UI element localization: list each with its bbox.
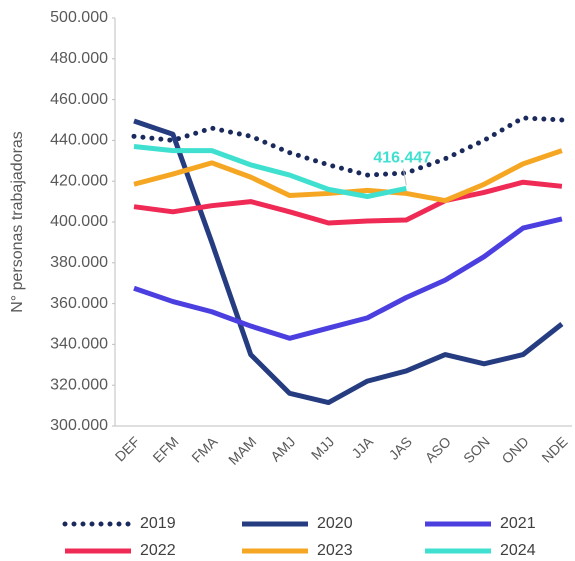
legend-label: 2024 xyxy=(500,542,536,559)
y-tick-label: 400.000 xyxy=(50,213,108,230)
line-series xyxy=(133,144,407,199)
x-tick-label: MAM xyxy=(225,433,259,467)
y-axis-label: N° personas trabajadoras xyxy=(9,131,26,313)
x-tick-label: JJA xyxy=(348,433,376,461)
y-tick-label: 500.000 xyxy=(50,9,108,26)
y-tick-label: 320.000 xyxy=(50,376,108,393)
x-tick-label: AMJ xyxy=(267,433,298,464)
y-tick-label: 460.000 xyxy=(50,91,108,108)
line-series xyxy=(131,115,565,178)
x-tick-label: FMA xyxy=(188,433,221,466)
x-tick-label: OND xyxy=(498,433,531,466)
x-tick-label: ASO xyxy=(422,433,454,465)
y-tick-label: 380.000 xyxy=(50,254,108,271)
legend-label: 2019 xyxy=(140,515,176,532)
legend-label: 2023 xyxy=(317,542,353,559)
x-tick-label: EFM xyxy=(149,433,181,465)
legend-label: 2021 xyxy=(500,515,536,532)
line-series xyxy=(133,179,563,226)
y-tick-label: 340.000 xyxy=(50,336,108,353)
x-tick-label: NDE xyxy=(538,433,570,465)
y-tick-label: 360.000 xyxy=(50,295,108,312)
line-series xyxy=(133,216,563,341)
y-tick-label: 480.000 xyxy=(50,50,108,67)
x-tick-label: JAS xyxy=(386,433,415,462)
y-tick-label: 440.000 xyxy=(50,132,108,149)
legend-label: 2022 xyxy=(140,542,176,559)
y-tick-label: 300.000 xyxy=(50,417,108,434)
x-tick-label: DEF xyxy=(112,433,143,464)
x-tick-label: SON xyxy=(460,433,493,466)
y-tick-label: 420.000 xyxy=(50,172,108,189)
legend-label: 2020 xyxy=(317,515,353,532)
line-series xyxy=(133,118,564,406)
x-tick-label: MJJ xyxy=(308,433,337,462)
value-label: 416.447 xyxy=(373,150,431,167)
label-leader xyxy=(402,168,407,186)
